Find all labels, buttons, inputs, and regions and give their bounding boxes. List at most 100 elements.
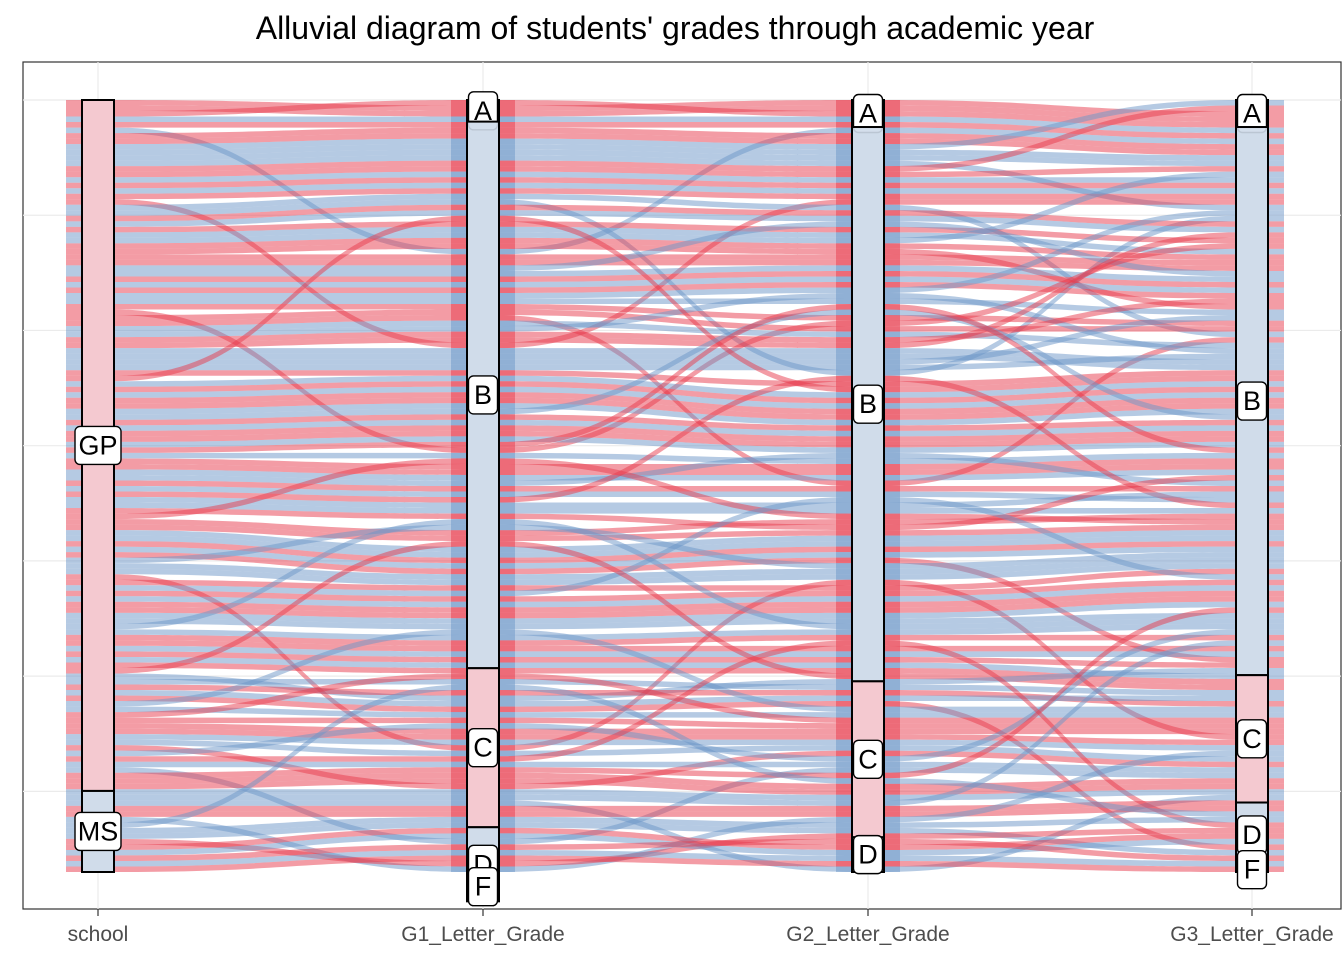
flow-band — [836, 579, 1284, 597]
flow-band — [451, 375, 900, 398]
flow-band — [66, 276, 515, 282]
flow-band — [66, 425, 515, 437]
flow-band — [66, 530, 515, 553]
flow-band — [836, 585, 1284, 602]
flow-band — [66, 337, 515, 349]
flow-band — [836, 221, 1284, 277]
flow-band — [836, 171, 1284, 244]
flow-band — [836, 215, 1284, 376]
flow-band — [66, 739, 515, 757]
flow-band — [836, 254, 1284, 266]
stratum-label-box — [852, 384, 884, 424]
flow-band — [836, 193, 1284, 200]
flow-band — [836, 210, 1284, 293]
flow-band — [66, 805, 515, 812]
flow-band — [836, 590, 1284, 608]
flow-band — [66, 210, 515, 227]
flow-band — [66, 524, 515, 542]
flow-band — [836, 673, 1284, 691]
flow-band — [66, 772, 515, 784]
flow-band — [451, 590, 900, 602]
flow-band — [66, 116, 515, 123]
flow-band — [66, 596, 515, 608]
flow-band — [451, 552, 900, 569]
flow-band — [66, 127, 515, 139]
stratum-label: F — [1244, 855, 1261, 885]
flow-band — [451, 838, 900, 850]
flow-band — [836, 717, 1284, 724]
flow-band — [451, 232, 900, 244]
flow-band — [66, 452, 515, 459]
stratum-label: B — [859, 389, 877, 419]
flow-band — [66, 590, 515, 602]
flow-band — [836, 270, 1284, 288]
flow-band — [451, 849, 900, 861]
flow-band — [451, 100, 900, 112]
flow-band — [836, 375, 1284, 509]
flow-band — [836, 656, 1284, 668]
flow-band — [66, 778, 515, 790]
flow-band — [836, 392, 1284, 409]
flow-band — [451, 789, 900, 801]
flow-band — [451, 651, 900, 657]
flow-band — [836, 474, 1284, 531]
flow-band — [451, 508, 900, 514]
flow-band — [451, 596, 900, 608]
x-tick-label: school — [68, 923, 129, 946]
flow-band — [451, 133, 900, 145]
stratum-label: B — [474, 380, 492, 410]
stratum-label: D — [1242, 820, 1262, 850]
flow-band — [836, 199, 1284, 205]
stratum-label: C — [1242, 724, 1262, 754]
flow-band — [66, 199, 515, 216]
flow-band — [451, 530, 900, 542]
flow-band — [836, 612, 1284, 624]
flow-band — [451, 414, 900, 431]
stratum-label: MS — [78, 816, 119, 846]
flow-band — [836, 298, 1284, 343]
flow-band — [836, 508, 1284, 514]
flow-band — [451, 287, 900, 299]
flow-band — [66, 844, 515, 861]
flow-band — [451, 221, 900, 233]
flow-band — [66, 293, 515, 299]
flow-band — [66, 281, 515, 288]
flow-band — [66, 270, 515, 277]
flow-band — [451, 673, 900, 724]
flow-band — [451, 309, 900, 332]
x-tick-label: G1_Letter_Grade — [401, 923, 564, 946]
flow-band — [836, 827, 1284, 839]
flow-band — [66, 684, 515, 828]
stratum-label: F — [475, 872, 492, 902]
flow-band — [66, 100, 515, 117]
flow-band — [66, 100, 515, 112]
flow-band — [66, 397, 515, 409]
flow-band — [451, 293, 900, 332]
flow-band — [451, 734, 900, 740]
flow-band — [451, 634, 900, 646]
flow-band — [451, 497, 900, 597]
flow-band — [451, 375, 900, 503]
flow-band — [836, 182, 1284, 189]
flow-band — [836, 100, 1284, 150]
flow-band — [836, 452, 1284, 464]
flow-band — [66, 849, 515, 867]
stratum-label: GP — [78, 430, 117, 460]
flow-band — [451, 270, 900, 282]
flow-band — [836, 215, 1284, 233]
flow-band — [66, 541, 515, 564]
flow-band — [451, 772, 900, 790]
flows — [66, 100, 1284, 872]
stratum-label-box — [852, 739, 884, 779]
flow-band — [451, 122, 900, 128]
flow-band — [451, 171, 900, 183]
flow-band — [66, 656, 515, 668]
flow-band — [451, 276, 900, 288]
flow-band — [66, 767, 515, 779]
flow-band — [451, 629, 900, 713]
flow-band — [451, 816, 900, 828]
flow-band — [66, 265, 515, 271]
stratum-label: C — [858, 744, 878, 774]
flow-band — [66, 215, 515, 382]
